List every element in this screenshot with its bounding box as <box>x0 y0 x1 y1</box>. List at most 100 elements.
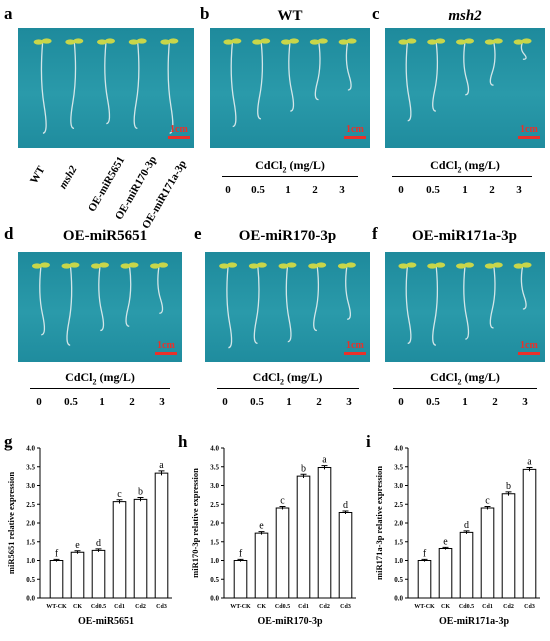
category-label: WT-CK <box>230 604 251 610</box>
significance-letter: c <box>485 496 490 507</box>
y-axis-label: miR5651 relative expression <box>6 472 16 574</box>
seedling-leaf <box>427 263 438 269</box>
seedling-leaf <box>39 262 50 268</box>
seedling-leaf <box>513 39 524 45</box>
x-axis-label: OE-miR170-3p <box>258 616 323 627</box>
bar <box>480 507 495 599</box>
category-label: Cd1 <box>114 604 125 610</box>
seedling-root <box>432 265 439 346</box>
seedling-root <box>167 41 174 134</box>
scale-bar-f <box>518 352 540 355</box>
significance-letter: d <box>343 500 348 511</box>
bar <box>133 498 148 599</box>
seedling-root <box>98 265 105 332</box>
panel-c-photo <box>385 28 545 148</box>
scale-bar-c <box>518 136 540 139</box>
conc-e-2: 1 <box>286 396 292 408</box>
seedling-leaf <box>317 38 328 44</box>
conc-f-0: 0 <box>398 396 404 408</box>
seedling-leaf <box>231 38 242 44</box>
category-label: Cd1 <box>298 604 309 610</box>
seedling-leaf <box>398 39 409 45</box>
scale-bar-b <box>344 136 366 139</box>
seedling-photo-e <box>219 262 356 349</box>
x-axis-label: OE-miR171a-3p <box>439 616 509 627</box>
y-tick-label: 3.0 <box>26 482 35 490</box>
y-tick-label: 4.0 <box>210 445 219 453</box>
seedling-leaf <box>168 38 179 44</box>
y-tick-label: 1.5 <box>26 538 35 546</box>
seedling-root <box>157 265 164 314</box>
scale-label-f: 1cm <box>520 340 538 351</box>
seedling-leaf <box>521 38 532 44</box>
seedling-leaf <box>406 262 417 268</box>
significance-letter: c <box>117 489 122 500</box>
seedling-leaf <box>484 39 495 45</box>
seedling-leaf <box>281 39 291 45</box>
bar <box>296 475 311 599</box>
category-label: Cd0.5 <box>275 604 290 610</box>
y-tick-label: 1.0 <box>210 557 219 565</box>
category-label: CK <box>257 604 266 610</box>
category-label: CK <box>441 604 450 610</box>
y-tick-label: 2.0 <box>26 520 35 528</box>
conc-e-4: 3 <box>346 396 352 408</box>
category-label: Cd0.5 <box>91 604 106 610</box>
seedling-leaf <box>120 263 131 269</box>
y-tick-label: 1.0 <box>26 557 35 565</box>
bar <box>317 467 332 599</box>
category-label: Cd2 <box>135 604 146 610</box>
panel-b-cd-line <box>222 176 358 177</box>
category-label: WT-CK <box>46 604 67 610</box>
category-label: Cd2 <box>503 604 514 610</box>
bar <box>233 560 248 599</box>
y-tick-label: 0.0 <box>210 595 219 603</box>
significance-letter: a <box>159 460 164 471</box>
seedling-root <box>285 265 292 343</box>
panel-b-cd-title: CdCl2 (mg/L) <box>255 158 325 175</box>
scale-bar-d <box>155 352 177 355</box>
scale-bar-a-line <box>168 136 190 139</box>
category-label: Cd0.5 <box>459 604 474 610</box>
significance-letter: f <box>55 548 59 559</box>
seedling-leaf <box>128 262 139 268</box>
seedling-leaf <box>252 39 263 45</box>
seedling-leaf <box>513 263 524 269</box>
y-axis-label: miR171a-3p relative expression <box>374 466 384 580</box>
significance-letter: a <box>527 457 532 468</box>
seedling-leaf <box>227 262 238 268</box>
seedling-leaf <box>105 38 115 44</box>
seedling-leaf <box>136 38 147 44</box>
bar <box>438 548 453 599</box>
y-tick-label: 0.0 <box>26 595 35 603</box>
seedling-leaf <box>309 39 320 45</box>
seedling-leaf <box>160 39 171 45</box>
seedling-leaf <box>484 263 495 269</box>
panel-g-label: g <box>4 432 13 451</box>
seedling-leaf <box>65 39 76 45</box>
seedling-leaf <box>308 263 319 269</box>
seedling-root <box>133 41 140 130</box>
panel-h-label: h <box>178 432 188 451</box>
seedling-root <box>66 265 73 346</box>
seedling-root <box>40 41 47 134</box>
conc-d-1: 0.5 <box>64 396 78 408</box>
seedling-leaf <box>492 38 503 44</box>
seedling-leaf <box>73 38 84 44</box>
significance-letter: e <box>443 536 448 547</box>
seedling-leaf <box>91 263 101 269</box>
y-tick-label: 2.0 <box>394 520 403 528</box>
panel-a-photo <box>18 28 194 148</box>
y-tick-label: 3.5 <box>26 463 35 471</box>
chart-g: 0.0 0.5 1.0 1.5 2.0 2.5 3.0 3.5 4.0 miR5651 relat… <box>0 436 182 636</box>
conc-c-3: 2 <box>489 184 495 196</box>
bar <box>154 472 169 599</box>
seedling-photo-d <box>31 262 169 346</box>
seedling-leaf <box>158 262 169 268</box>
category-label: Cd3 <box>340 604 351 610</box>
conc-e-1: 0.5 <box>250 396 264 408</box>
conc-b-0: 0 <box>225 184 231 196</box>
seedling-root <box>463 41 470 96</box>
bar <box>49 560 64 599</box>
seedling-leaf <box>248 263 259 269</box>
